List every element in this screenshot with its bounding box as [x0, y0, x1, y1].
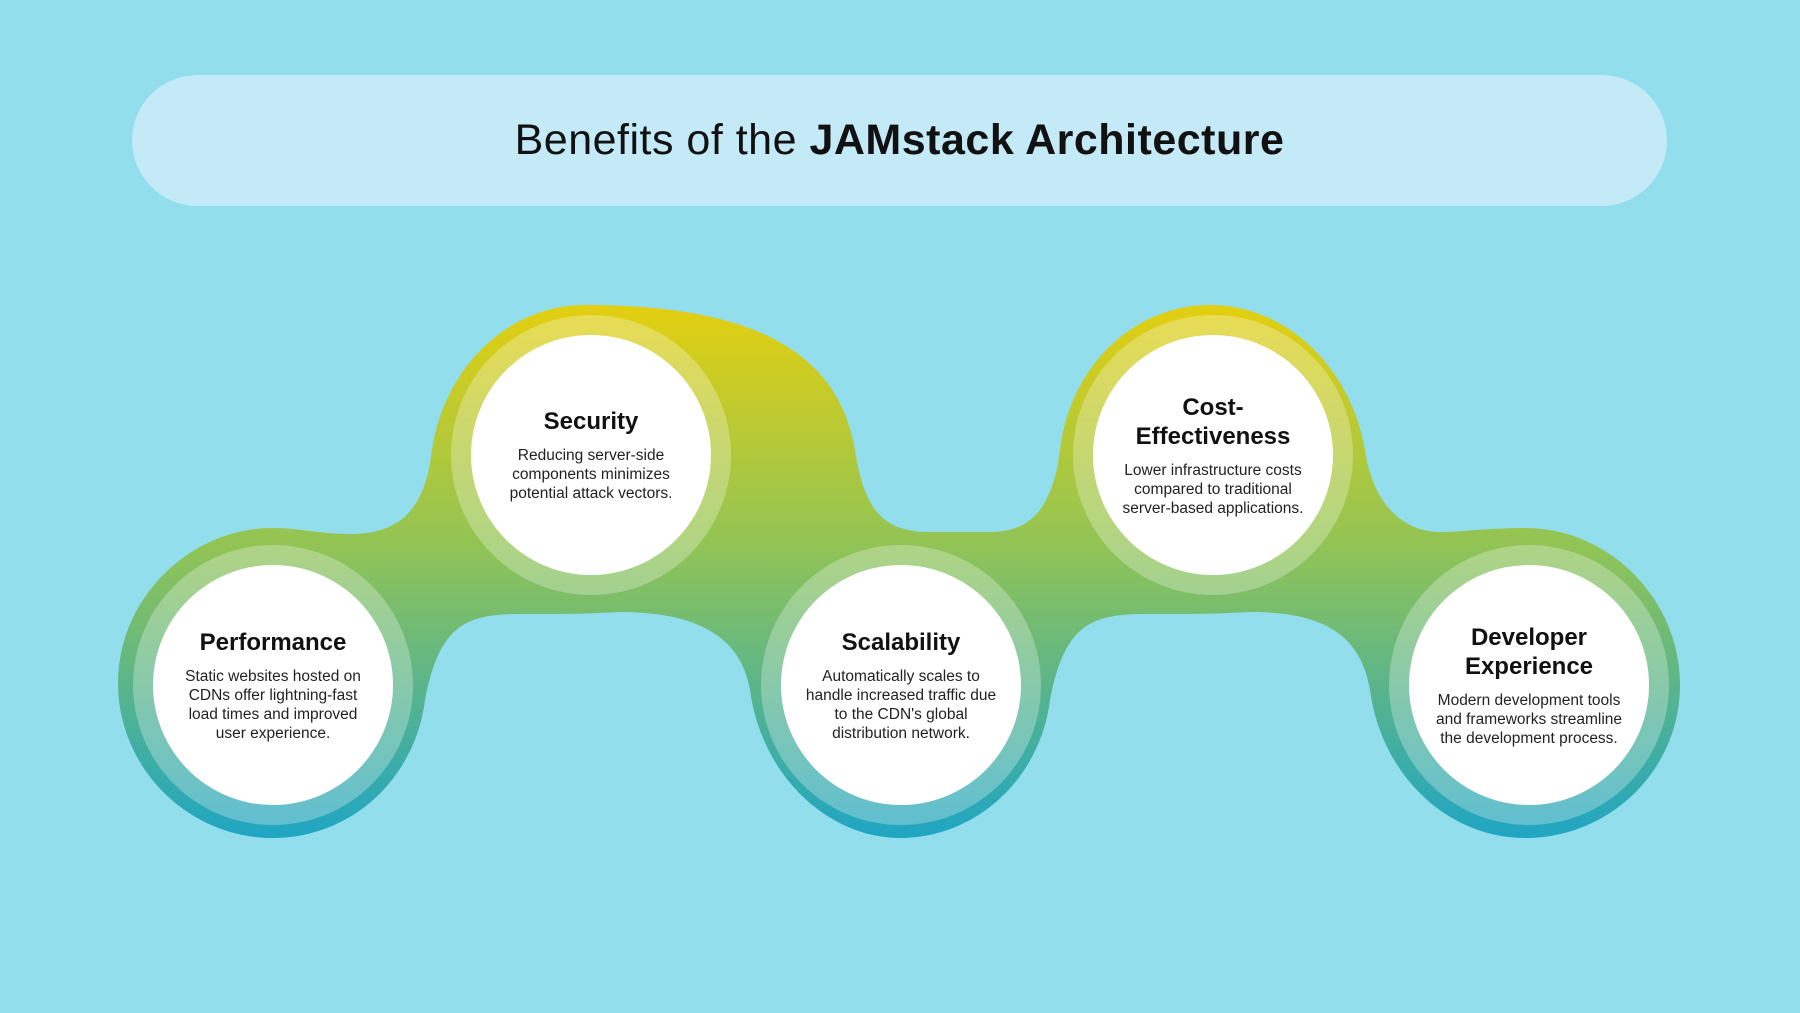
page-title: Benefits of the JAMstack Architecture: [515, 116, 1285, 165]
benefit-security: Security Reducing server-side components…: [471, 335, 711, 575]
benefit-developer-experience: Developer Experience Modern development …: [1409, 565, 1649, 805]
benefit-title: Performance: [199, 628, 347, 656]
benefit-title: Scalability: [841, 628, 961, 656]
benefit-description: Automatically scales to handle increased…: [805, 667, 997, 742]
title-prefix: Benefits of the: [514, 116, 798, 164]
benefit-title: Developer Experience: [1464, 623, 1594, 680]
title-banner: Benefits of the JAMstack Architecture: [132, 75, 1667, 206]
benefit-cost-effectiveness: Cost-Effectiveness Lower infrastructure …: [1093, 335, 1333, 575]
benefit-title: Security: [543, 408, 639, 435]
benefit-description: Reducing server-side components minimize…: [509, 447, 673, 502]
benefit-description: Lower infrastructure costs compared to t…: [1122, 461, 1304, 517]
benefit-title: Cost-Effectiveness: [1135, 393, 1291, 450]
benefit-description: Static websites hosted on CDNs offer lig…: [185, 667, 361, 742]
benefit-description: Modern development tools and frameworks …: [1435, 691, 1623, 747]
title-emphasis: JAMstack Architecture: [809, 116, 1285, 164]
benefit-scalability: Scalability Automatically scales to hand…: [781, 565, 1021, 805]
benefit-performance: Performance Static websites hosted on CD…: [153, 565, 393, 805]
